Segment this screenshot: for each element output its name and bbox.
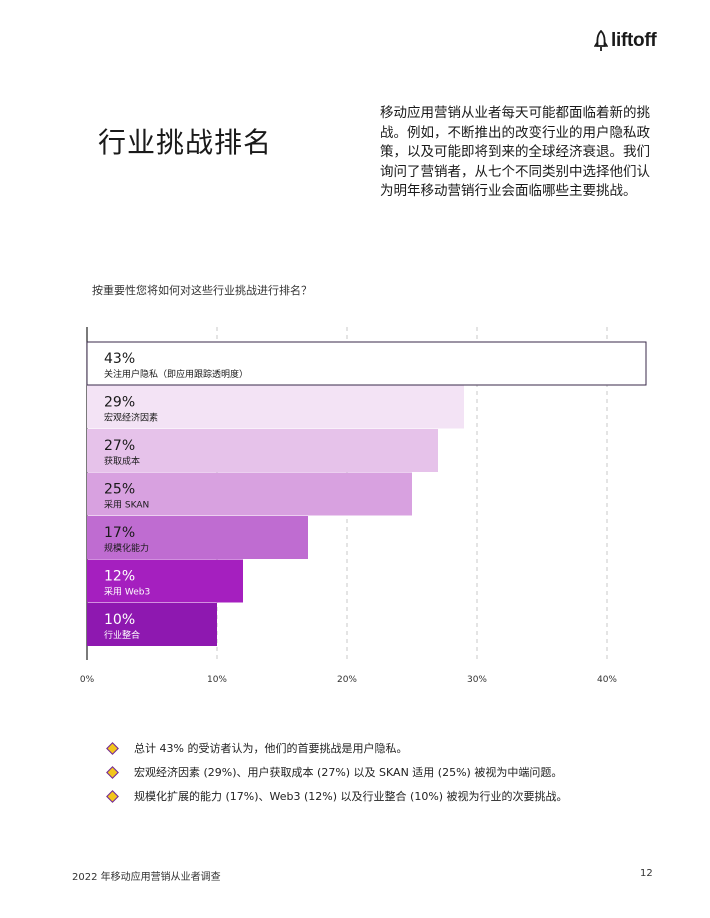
key-findings-list: 总计 43% 的受访者认为，他们的首要挑战是用户隐私。 宏观经济因素 (29%)… <box>106 736 568 808</box>
intro-paragraph: 移动应用营销从业者每天可能都面临着新的挑战。例如，不断推出的改变行业的用户隐私政… <box>380 105 650 199</box>
chart-question: 按重要性您将如何对这些行业挑战进行排名？ <box>92 284 312 297</box>
bar-category-label: 规模化能力 <box>104 542 149 554</box>
bar-value-label: 25% <box>104 482 135 498</box>
bar <box>86 341 647 386</box>
bar <box>87 429 438 472</box>
bar <box>87 472 412 516</box>
bar-chart: 0% 10% 20% 30% 40% 43%关注用户隐私（即应用跟踪透明度） 29%宏观经济… <box>80 327 647 685</box>
bar-value-label: 10% <box>104 612 135 628</box>
brand-logo: liftoff <box>594 30 657 52</box>
bar-category-label: 采用 SKAN <box>104 500 149 511</box>
brand-name: liftoff <box>611 30 657 51</box>
bar-value-label: 17% <box>104 525 135 541</box>
bar-category-label: 关注用户隐私（即应用跟踪透明度） <box>104 368 248 380</box>
diamond-bullet-icon <box>106 741 119 755</box>
x-tick-label: 40% <box>597 675 617 685</box>
diamond-bullet-icon <box>106 765 119 779</box>
footer-report-title: 2022 年移动应用营销从业者调查 <box>72 872 221 883</box>
bar-category-label: 获取成本 <box>104 455 140 467</box>
bar <box>87 516 308 559</box>
bar-value-label: 29% <box>104 395 135 411</box>
finding-text: 宏观经济因素 (29%)、用户获取成本 (27%) 以及 SKAN 适用 (25… <box>134 766 563 779</box>
bar <box>87 603 217 646</box>
finding-text: 总计 43% 的受访者认为，他们的首要挑战是用户隐私。 <box>134 742 408 755</box>
diamond-bullet-icon <box>106 789 119 803</box>
finding-item: 规模化扩展的能力 (17%)、Web3 (12%) 以及行业整合 (10%) 被… <box>106 784 568 808</box>
finding-text: 规模化扩展的能力 (17%)、Web3 (12%) 以及行业整合 (10%) 被… <box>134 790 568 803</box>
x-tick-label: 20% <box>337 675 357 685</box>
x-tick-label: 10% <box>207 675 227 685</box>
bar-category-label: 采用 Web3 <box>104 587 150 598</box>
bar-category-label: 行业整合 <box>104 629 140 641</box>
bar-value-label: 12% <box>104 569 135 585</box>
page-number: 12 <box>640 868 653 879</box>
x-tick-label: 30% <box>467 675 487 685</box>
bar-value-label: 27% <box>104 438 135 454</box>
x-tick-label: 0% <box>80 675 95 685</box>
rocket-icon <box>594 30 608 51</box>
bar <box>87 385 464 429</box>
finding-item: 总计 43% 的受访者认为，他们的首要挑战是用户隐私。 <box>106 736 568 760</box>
finding-item: 宏观经济因素 (29%)、用户获取成本 (27%) 以及 SKAN 适用 (25… <box>106 760 568 784</box>
page-title: 行业挑战排名 <box>98 125 273 159</box>
bar-value-label: 43% <box>104 351 135 367</box>
bar-category-label: 宏观经济因素 <box>104 412 158 424</box>
bar <box>87 559 243 603</box>
